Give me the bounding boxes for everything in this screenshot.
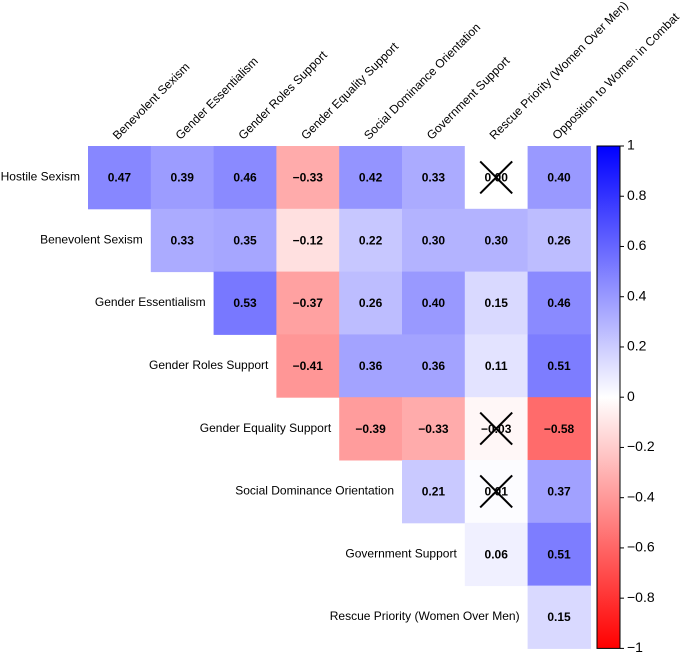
cell-label: 0.51	[547, 547, 571, 561]
colorbar-tick-label: 0.8	[627, 187, 647, 203]
cell	[402, 271, 466, 335]
colorbar-tick-label: −0.4	[627, 488, 655, 504]
cell-label: 0.26	[547, 233, 571, 247]
colorbar-tick-label: −0.8	[627, 589, 655, 605]
colorbar-tick-label: −0.6	[627, 539, 655, 555]
cell	[276, 334, 340, 398]
cell-label: 0.51	[547, 359, 571, 373]
cell	[527, 146, 591, 210]
cell-label: 0.21	[422, 485, 446, 499]
colorbar	[596, 145, 621, 649]
cell	[464, 208, 529, 273]
cell-label: 0.42	[359, 171, 383, 185]
colorbar-tick-label: −0.2	[627, 438, 655, 454]
row-label: Social Dominance Orientation	[235, 484, 394, 498]
cell	[213, 271, 277, 335]
cross	[479, 474, 513, 509]
cell-label: 0.36	[422, 359, 446, 373]
cell	[464, 334, 529, 398]
cell-label: −0.39	[355, 422, 386, 436]
cell-label: 0.37	[547, 485, 571, 499]
cell-label: 0.33	[171, 233, 195, 247]
colorbar-tick-label: 0.6	[627, 237, 647, 253]
cell	[527, 460, 591, 524]
cell-label: 0.46	[233, 171, 257, 185]
cell-label: 0.36	[359, 359, 383, 373]
cross	[479, 411, 513, 446]
colorbar-tick-label: 1	[627, 137, 635, 153]
cell	[527, 208, 591, 273]
cell-label: 0.53	[233, 296, 257, 310]
cell-label: 0.40	[547, 171, 571, 185]
colorbar-tick-label: 0	[627, 388, 635, 404]
cell-label: 0.15	[485, 296, 509, 310]
column-label: Opposition to Women in Combat	[549, 10, 682, 143]
cell	[339, 208, 403, 273]
cell	[339, 397, 403, 461]
column-label: Rescue Priority (Women Over Men)	[487, 0, 631, 142]
cell	[276, 271, 340, 335]
cell	[150, 208, 215, 273]
cell-label: 0.26	[359, 296, 383, 310]
cell-label: −0.58	[544, 422, 575, 436]
cell-label: 0.33	[422, 171, 446, 185]
cell	[276, 208, 340, 273]
cell	[213, 208, 277, 273]
row-label: Gender Equality Support	[200, 421, 332, 435]
cell	[339, 334, 403, 398]
colorbar-tick-label: 0.4	[627, 287, 647, 303]
cell	[527, 397, 591, 461]
cell	[339, 146, 403, 210]
cell-label: 0.22	[359, 233, 383, 247]
cell	[527, 271, 591, 335]
cell-label: −0.33	[293, 171, 324, 185]
cell-label: 0.46	[547, 296, 571, 310]
cell	[402, 334, 466, 398]
cell-label: 0.06	[485, 547, 509, 561]
cell	[527, 522, 591, 587]
cell-label: −0.41	[293, 359, 324, 373]
cell-label: 0.39	[171, 171, 195, 185]
cell	[213, 146, 277, 210]
cell-label: −0.12	[293, 233, 324, 247]
cell	[402, 146, 466, 210]
cell-label: 0.30	[422, 233, 446, 247]
row-label: Hostile Sexism	[1, 170, 80, 184]
cell	[527, 334, 591, 398]
cell-label: 0.35	[233, 233, 257, 247]
cross	[479, 160, 513, 195]
cell	[276, 146, 340, 210]
cell-label: 0.15	[547, 610, 571, 624]
cell	[402, 460, 466, 524]
cell	[88, 146, 152, 210]
colorbar-tick-label: −1	[627, 639, 643, 653]
colorbar-tick-label: 0.2	[627, 338, 647, 354]
row-label: Benevolent Sexism	[40, 232, 143, 246]
cell	[527, 585, 591, 649]
row-label: Gender Essentialism	[95, 295, 206, 309]
cell	[150, 146, 215, 210]
cell-label: −0.33	[418, 422, 449, 436]
cell-label: 0.47	[108, 171, 132, 185]
cell	[402, 208, 466, 273]
cell-label: 0.30	[485, 233, 509, 247]
row-label: Government Support	[345, 546, 457, 560]
cell	[402, 397, 466, 461]
cell-label: 0.40	[422, 296, 446, 310]
row-label: Rescue Priority (Women Over Men)	[330, 609, 520, 623]
cell-label: −0.37	[293, 296, 324, 310]
cell-label: 0.11	[485, 359, 508, 373]
column-label: Social Dominance Orientation	[361, 20, 483, 142]
cell	[464, 522, 529, 587]
row-label: Gender Roles Support	[149, 358, 269, 372]
cell	[339, 271, 403, 335]
cell	[464, 271, 529, 335]
